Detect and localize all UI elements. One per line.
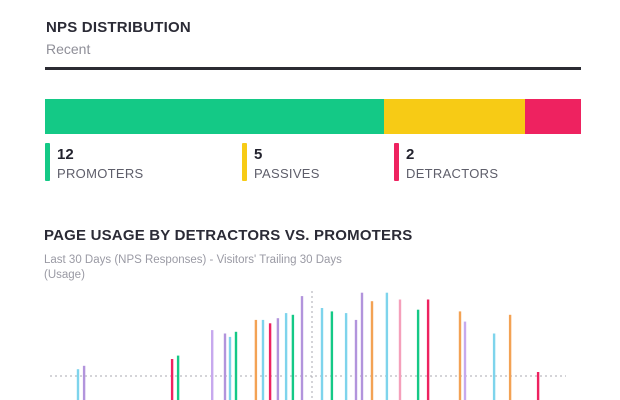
nps-segment-promoters — [45, 99, 384, 134]
usage-bar — [254, 319, 258, 400]
legend-count-promoters: 12 — [57, 146, 74, 163]
usage-bar — [320, 308, 324, 400]
usage-bar — [354, 319, 358, 400]
usage-bar — [416, 309, 420, 400]
legend-count-passives: 5 — [254, 146, 263, 163]
usage-bar — [234, 331, 238, 400]
usage-bar — [176, 355, 180, 400]
usage-bar — [492, 333, 496, 400]
legend-label-detractors: DETRACTORS — [406, 166, 499, 181]
usage-bar — [360, 292, 364, 400]
usage-bar — [536, 372, 540, 400]
usage-bar — [82, 365, 86, 400]
section-divider — [45, 67, 581, 70]
legend-swatch-detractors — [394, 143, 399, 181]
usage-bar — [261, 319, 265, 400]
usage-bar — [211, 330, 214, 400]
usage-bar — [370, 301, 374, 400]
usage-bar — [330, 311, 334, 400]
usage-bar — [300, 296, 304, 400]
usage-bar — [284, 313, 288, 400]
usage-bar — [276, 318, 280, 400]
usage-bar — [385, 292, 389, 400]
nps-title: NPS DISTRIBUTION — [46, 19, 191, 36]
nps-segment-detractors — [524, 99, 581, 134]
nps-subtitle: Recent — [46, 41, 91, 57]
usage-bar — [508, 314, 512, 400]
legend-swatch-promoters — [45, 143, 50, 181]
usage-bar — [268, 323, 272, 400]
usage-bar — [223, 333, 227, 400]
usage-bar — [426, 299, 430, 400]
usage-bar — [398, 299, 402, 400]
usage-title: PAGE USAGE BY DETRACTORS VS. PROMOTERS — [44, 227, 413, 244]
usage-bar — [170, 359, 174, 400]
usage-bar — [76, 369, 80, 400]
nps-segment-passives — [383, 99, 525, 134]
legend-swatch-passives — [242, 143, 247, 181]
usage-bar — [291, 314, 295, 400]
usage-chart — [50, 291, 566, 400]
usage-subtitle: Last 30 Days (NPS Responses) - Visitors'… — [44, 254, 342, 281]
nps-stacked-bar — [45, 99, 581, 134]
usage-bar — [344, 313, 348, 400]
usage-bar — [463, 321, 467, 400]
legend-label-promoters: PROMOTERS — [57, 166, 144, 181]
usage-bar — [228, 336, 232, 400]
usage-bar — [458, 311, 462, 400]
legend-label-passives: PASSIVES — [254, 166, 320, 181]
legend-count-detractors: 2 — [406, 146, 415, 163]
